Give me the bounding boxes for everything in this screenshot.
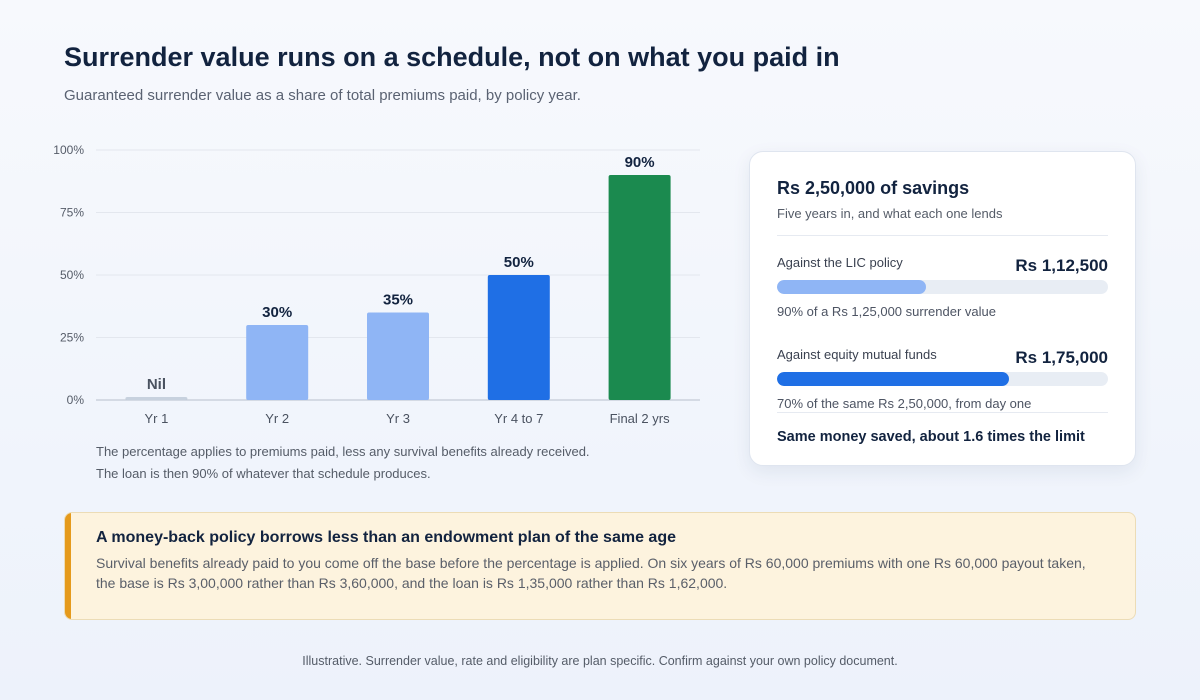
y-tick-label: 100% bbox=[53, 143, 84, 157]
mf-loan-bar-fill bbox=[777, 372, 1009, 386]
footer-disclaimer: Illustrative. Surrender value, rate and … bbox=[302, 654, 898, 668]
mf-row-note: 70% of the same Rs 2,50,000, from day on… bbox=[777, 396, 1032, 411]
chart-note-2: The loan is then 90% of whatever that sc… bbox=[96, 466, 431, 481]
mf-loan-bar-track bbox=[777, 372, 1108, 386]
y-tick-label: 0% bbox=[67, 393, 85, 407]
page-subtitle: Guaranteed surrender value as a share of… bbox=[64, 87, 581, 104]
callout-body: Survival benefits already paid to you co… bbox=[96, 555, 1086, 591]
y-tick-label: 50% bbox=[60, 268, 84, 282]
lic-loan-bar-fill bbox=[777, 280, 926, 294]
bar bbox=[608, 175, 671, 400]
x-tick-label: Yr 3 bbox=[386, 411, 410, 426]
y-tick-label: 25% bbox=[60, 331, 84, 345]
chart-note-1: The percentage applies to premiums paid,… bbox=[96, 444, 590, 459]
lic-row-label: Against the LIC policy bbox=[777, 255, 903, 270]
mf-row-amount: Rs 1,75,000 bbox=[1015, 348, 1108, 367]
callout-accent-bar bbox=[65, 513, 71, 619]
data-label: 30% bbox=[262, 304, 292, 321]
card-title: Rs 2,50,000 of savings bbox=[777, 178, 970, 198]
y-tick-label: 75% bbox=[60, 206, 84, 220]
savings-comparison-card: Rs 2,50,000 of savings Five years in, an… bbox=[749, 151, 1136, 466]
callout-title: A money-back policy borrows less than an… bbox=[96, 529, 676, 546]
page-title: Surrender value runs on a schedule, not … bbox=[64, 42, 840, 72]
x-tick-label: Yr 1 bbox=[144, 411, 168, 426]
bar bbox=[487, 275, 550, 400]
data-label: Nil bbox=[147, 376, 166, 393]
bar bbox=[246, 325, 309, 400]
card-divider bbox=[777, 412, 1108, 413]
data-label: 90% bbox=[625, 154, 655, 171]
data-label: 50% bbox=[504, 254, 534, 271]
lic-row-note: 90% of a Rs 1,25,000 surrender value bbox=[777, 304, 996, 319]
data-label: 35% bbox=[383, 292, 413, 309]
bar bbox=[125, 397, 188, 400]
lic-loan-bar-track bbox=[777, 280, 1108, 294]
x-tick-label: Yr 2 bbox=[265, 411, 289, 426]
card-subtitle: Five years in, and what each one lends bbox=[777, 206, 1003, 221]
card-summary: Same money saved, about 1.6 times the li… bbox=[777, 429, 1085, 445]
surrender-value-chart: 0% 25% 50% 75% 100% Nil Yr 1 30% Yr 2 35% Yr 3 50% Y… bbox=[53, 143, 700, 426]
x-tick-label: Final 2 yrs bbox=[610, 411, 670, 426]
lic-row-amount: Rs 1,12,500 bbox=[1015, 256, 1108, 275]
mf-row-label: Against equity mutual funds bbox=[777, 347, 937, 362]
bar bbox=[367, 312, 429, 400]
x-tick-label: Yr 4 to 7 bbox=[494, 411, 543, 426]
money-back-callout: A money-back policy borrows less than an… bbox=[64, 512, 1136, 620]
card-divider bbox=[777, 235, 1108, 236]
